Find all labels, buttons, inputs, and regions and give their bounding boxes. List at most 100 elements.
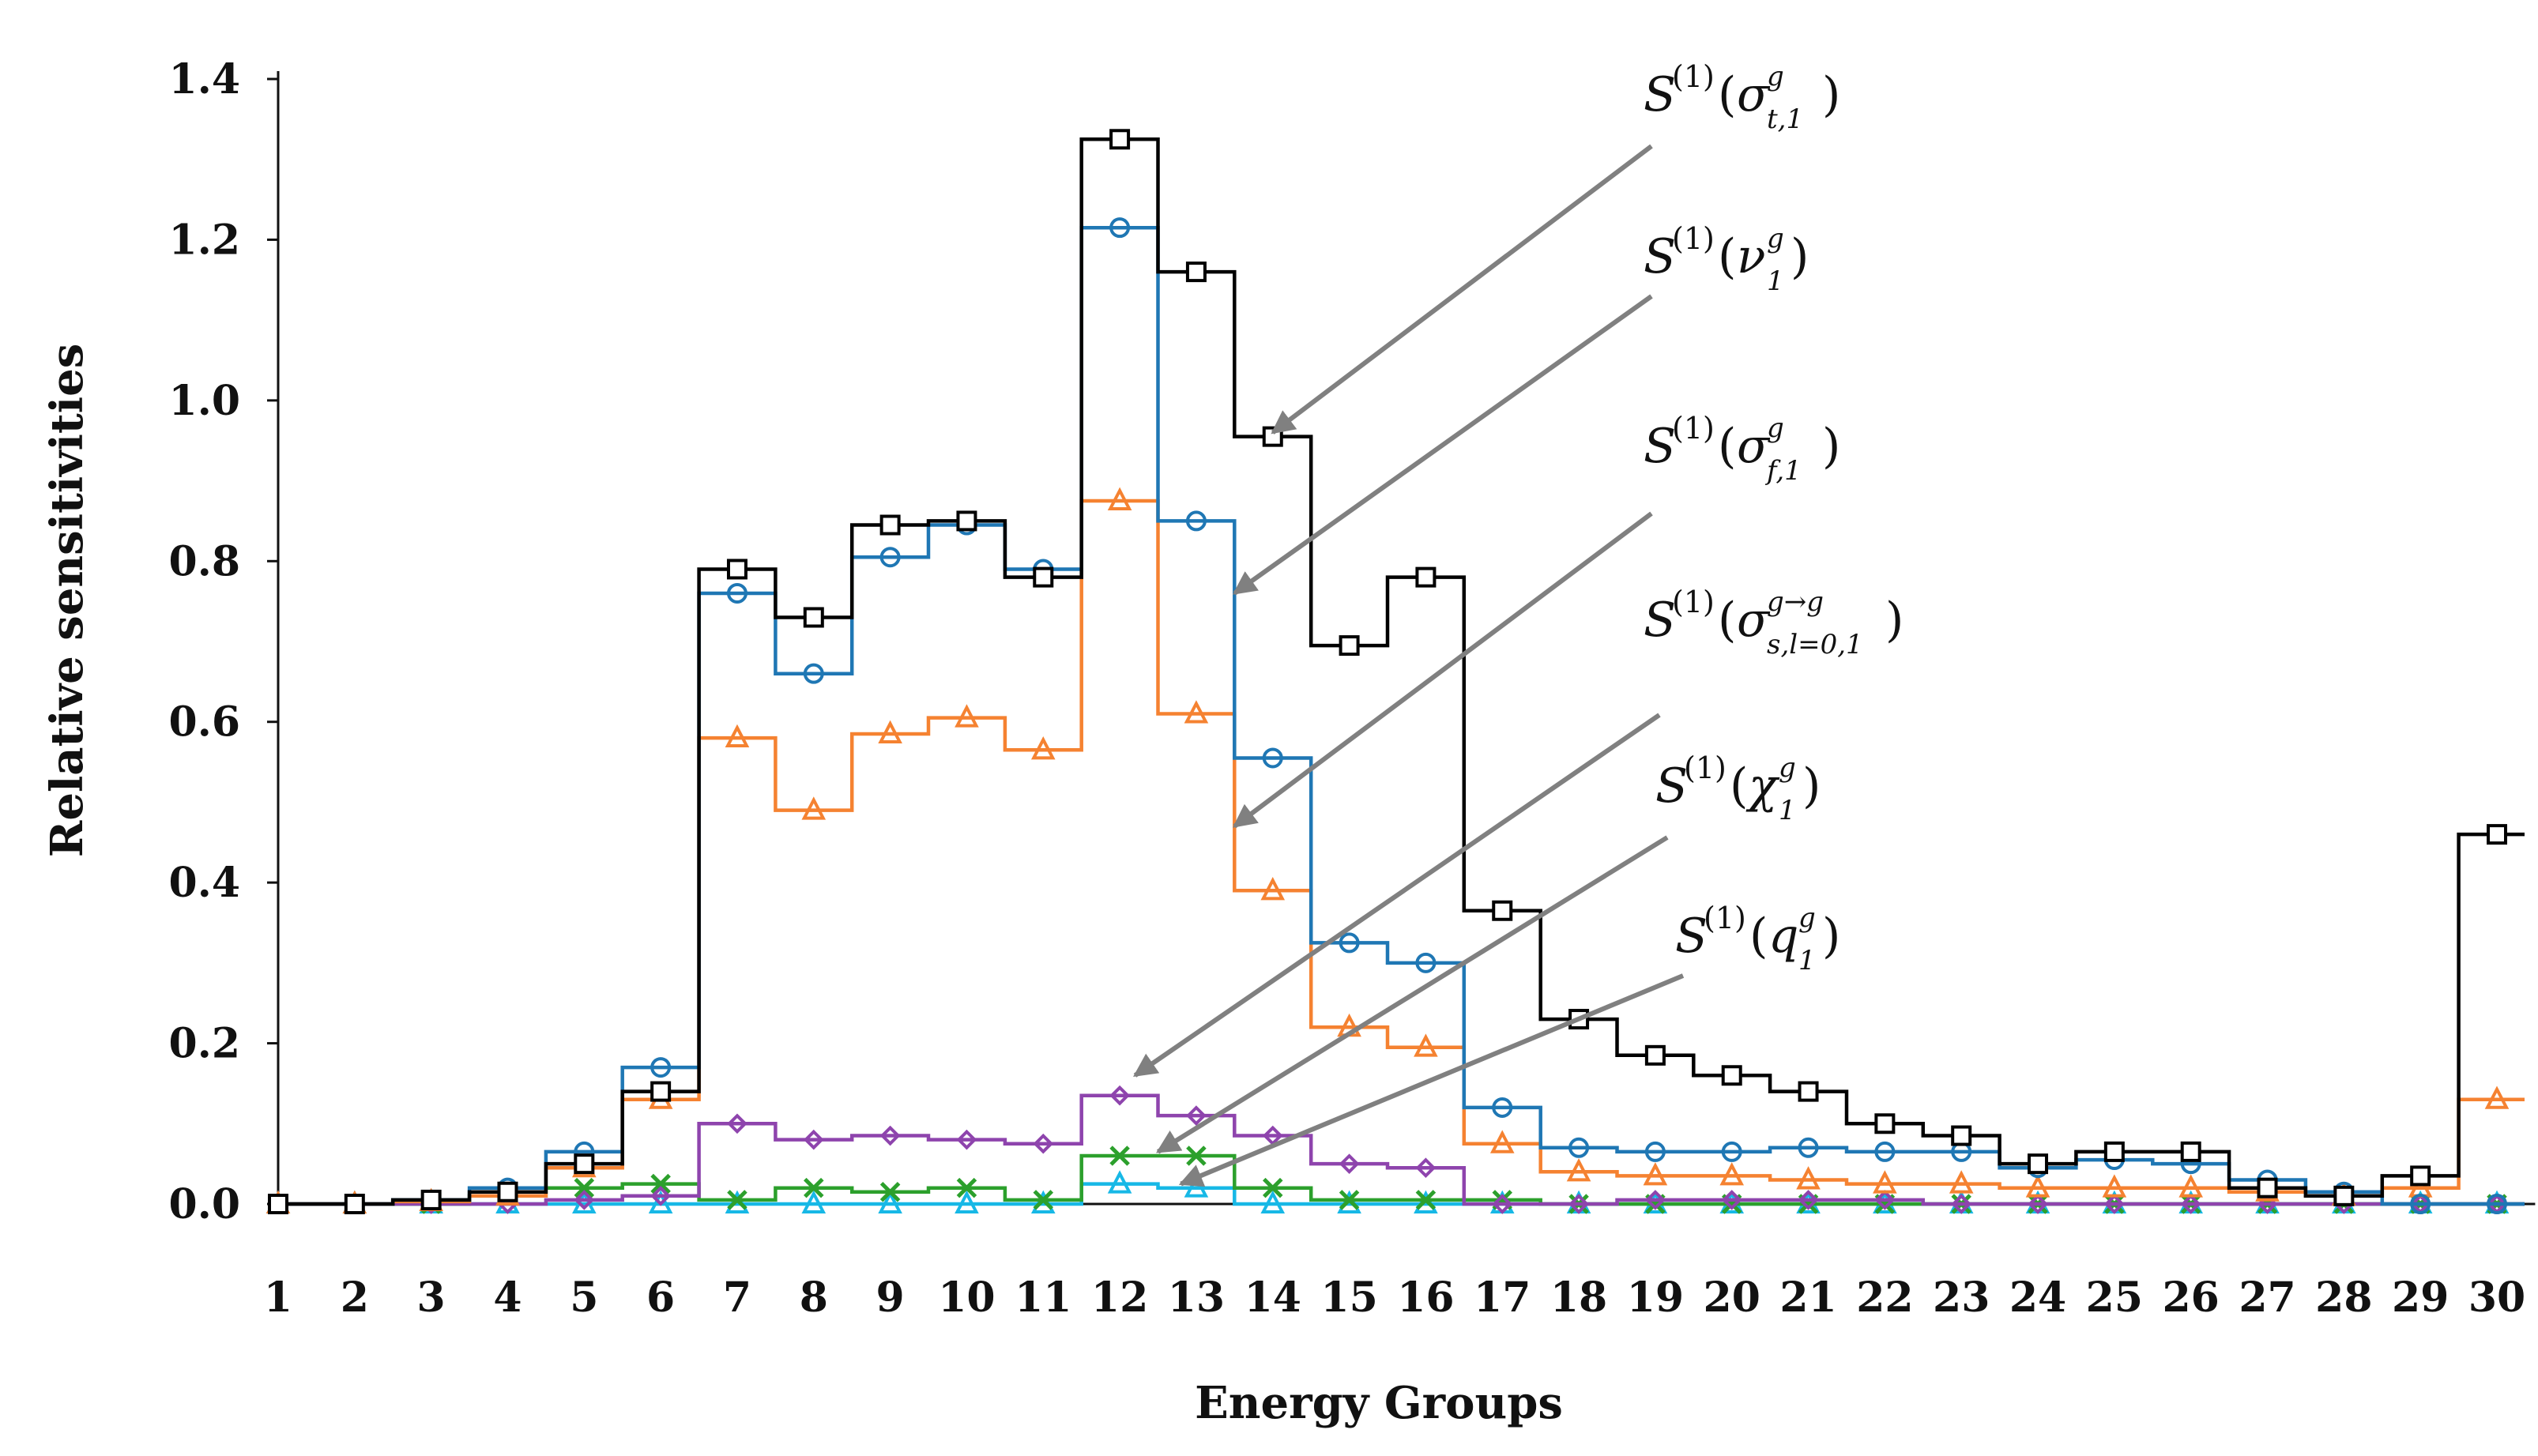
y-axis-title: Relative sensitivities bbox=[41, 344, 93, 857]
annotation-paren-close: ) bbox=[1791, 229, 1809, 284]
data-point bbox=[1949, 1170, 1974, 1194]
x-tick-label: 30 bbox=[2468, 1274, 2525, 1322]
x-tick-label: 27 bbox=[2239, 1274, 2295, 1322]
data-point bbox=[1339, 932, 1360, 954]
data-point bbox=[1186, 1105, 1207, 1126]
annotations: S(1)(σgt,1)S(1)(ν g1)S(1)(σgf,1)S(1)(σg→g… bbox=[1132, 59, 1904, 1187]
data-point bbox=[1721, 1141, 1742, 1162]
data-point bbox=[497, 1181, 518, 1202]
data-point bbox=[727, 1190, 747, 1210]
data-point bbox=[803, 663, 824, 684]
annotation-superscript: g bbox=[1767, 61, 1784, 92]
data-point bbox=[1492, 1194, 1513, 1214]
data-point bbox=[1184, 1174, 1209, 1198]
data-point bbox=[2028, 1194, 2048, 1214]
x-tick-label: 14 bbox=[1245, 1274, 1301, 1322]
x-tick-label: 25 bbox=[2086, 1274, 2143, 1322]
data-point bbox=[1339, 635, 1360, 657]
data-point bbox=[2180, 1194, 2201, 1214]
annotation-arrow bbox=[1155, 835, 1669, 1154]
x-tick-label: 21 bbox=[1779, 1274, 1836, 1322]
data-point bbox=[878, 720, 902, 743]
data-point bbox=[1873, 1170, 1897, 1194]
data-point bbox=[801, 1190, 827, 1213]
data-point bbox=[1874, 1190, 1896, 1210]
x-tick-label: 26 bbox=[2163, 1274, 2220, 1322]
data-point bbox=[1644, 1044, 1666, 1066]
data-point bbox=[574, 1190, 595, 1210]
annotation-1: S(1)(σgt,1) bbox=[1271, 59, 1840, 435]
annotation-subscript: 1 bbox=[1767, 265, 1784, 297]
annotation-subscript: 1 bbox=[1798, 945, 1816, 976]
data-point bbox=[879, 547, 901, 568]
annotation-order: (1) bbox=[1672, 411, 1715, 446]
data-point bbox=[650, 1186, 671, 1206]
annotation-order: (1) bbox=[1672, 585, 1715, 619]
x-tick-label: 19 bbox=[1627, 1274, 1684, 1322]
data-point bbox=[1951, 1125, 1972, 1146]
annotation-arrow bbox=[1271, 144, 1653, 435]
y-tick-label: 1.4 bbox=[169, 55, 240, 103]
annotation-paren-open: ( bbox=[1749, 909, 1768, 964]
data-point bbox=[2487, 824, 2507, 845]
data-point bbox=[1033, 1190, 1054, 1210]
annotation-3: S(1)(σgf,1) bbox=[1232, 411, 1840, 829]
axes: 0.00.20.40.60.81.01.21.41 2 3 4 5 6 7 8 9 10 11 12 1… bbox=[169, 55, 2536, 1322]
data-point bbox=[1643, 1162, 1668, 1186]
x-tick-label: 5 bbox=[570, 1274, 598, 1322]
annotation-arrow bbox=[1232, 294, 1653, 596]
data-point bbox=[2410, 1194, 2431, 1214]
data-point bbox=[726, 559, 747, 580]
data-point bbox=[1415, 566, 1437, 588]
x-tick-label: 29 bbox=[2392, 1274, 2449, 1322]
data-point bbox=[1568, 1194, 1589, 1214]
annotation-5: S(1)(χ g1) bbox=[1155, 751, 1821, 1154]
data-point bbox=[574, 1177, 595, 1198]
data-point bbox=[2257, 1177, 2278, 1198]
annotation-4: S(1)(σg→gs,l=0,1) bbox=[1132, 585, 1904, 1078]
annotation-arrow bbox=[1178, 973, 1685, 1187]
y-tick-label: 0.6 bbox=[169, 698, 240, 747]
x-tick-label: 7 bbox=[723, 1274, 751, 1322]
x-tick-label: 12 bbox=[1091, 1274, 1148, 1322]
data-point bbox=[2102, 1174, 2127, 1198]
x-tick-label: 20 bbox=[1704, 1274, 1760, 1322]
data-point bbox=[725, 724, 750, 748]
annotation-superscript: g bbox=[1767, 412, 1784, 444]
data-point bbox=[1186, 1146, 1207, 1166]
data-point bbox=[879, 1125, 901, 1146]
data-point bbox=[803, 607, 824, 628]
data-point bbox=[1492, 900, 1513, 921]
x-axis-title: Energy Groups bbox=[1195, 1377, 1563, 1429]
annotation-subscript: 1 bbox=[1779, 795, 1796, 826]
annotation-superscript: g→g bbox=[1767, 586, 1824, 618]
data-point bbox=[1798, 1190, 1819, 1210]
annotation-subscript: t,1 bbox=[1767, 103, 1803, 135]
x-tick-label: 15 bbox=[1320, 1274, 1377, 1322]
data-point bbox=[1260, 1190, 1286, 1213]
data-point bbox=[956, 510, 977, 532]
x-tick-label: 11 bbox=[1015, 1274, 1071, 1322]
series-line bbox=[278, 1093, 2525, 1206]
data-point bbox=[1109, 129, 1131, 150]
data-point bbox=[879, 514, 901, 536]
annotation-6: S(1)(q g 1) bbox=[1178, 901, 1840, 1187]
x-tick-label: 2 bbox=[341, 1274, 369, 1322]
series-1 bbox=[268, 129, 2525, 1214]
data-point bbox=[1645, 1190, 1666, 1210]
data-point bbox=[268, 1194, 288, 1214]
y-tick-label: 0.2 bbox=[169, 1020, 240, 1068]
data-point bbox=[1951, 1194, 1972, 1214]
annotation-order: (1) bbox=[1704, 901, 1746, 935]
data-point bbox=[2333, 1185, 2355, 1206]
x-tick-label: 22 bbox=[1856, 1274, 1913, 1322]
annotation-base: S bbox=[1644, 419, 1676, 474]
data-point bbox=[420, 1189, 442, 1210]
data-point bbox=[878, 1190, 902, 1213]
data-point bbox=[344, 1194, 365, 1214]
data-point bbox=[1262, 747, 1283, 769]
data-point bbox=[1798, 1081, 1819, 1102]
data-point bbox=[956, 1177, 977, 1198]
x-tick-label: 8 bbox=[800, 1274, 828, 1322]
